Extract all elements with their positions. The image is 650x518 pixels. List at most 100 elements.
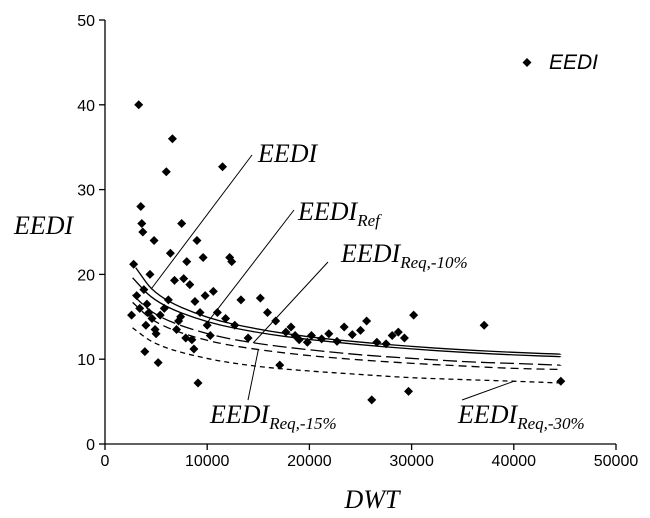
data-point <box>243 333 253 343</box>
annotation-leader-line <box>252 261 329 344</box>
data-point <box>147 313 157 323</box>
annotation-leader-line <box>206 209 295 324</box>
data-point <box>179 274 189 284</box>
data-point <box>144 308 154 318</box>
x-tick-label: 50000 <box>594 453 639 470</box>
curve-line <box>132 277 562 358</box>
annotation-leader-line <box>247 349 259 401</box>
data-point <box>145 269 155 279</box>
data-point <box>165 248 175 258</box>
data-point <box>286 322 296 332</box>
x-tick-label: 40000 <box>492 453 537 470</box>
data-point <box>339 322 349 332</box>
y-tick-label: 20 <box>77 267 95 284</box>
data-point <box>200 291 210 301</box>
data-point <box>136 202 146 212</box>
data-point <box>381 339 391 349</box>
curve-annotation-label: EEDI <box>257 139 319 168</box>
data-point <box>192 235 202 245</box>
data-point <box>127 310 137 320</box>
legend-label: EEDI <box>549 51 598 74</box>
data-point <box>149 235 159 245</box>
x-tick-label: 20000 <box>287 453 332 470</box>
data-point <box>139 285 149 295</box>
data-point <box>317 334 327 344</box>
data-point <box>347 330 357 340</box>
data-point <box>202 320 212 330</box>
annotation-leader-line <box>150 154 253 290</box>
data-point <box>262 308 272 318</box>
data-point <box>129 259 139 269</box>
data-point <box>372 337 382 347</box>
x-axis-ticks: 0 10000 20000 30000 40000 50000 <box>101 444 639 470</box>
legend-diamond-marker <box>522 58 532 67</box>
data-point <box>324 329 334 339</box>
y-axis-ticks: 0 10 20 30 40 50 <box>77 13 105 454</box>
data-point <box>306 330 316 340</box>
data-point <box>137 219 147 229</box>
data-point <box>151 329 161 339</box>
data-point <box>167 134 177 144</box>
data-point <box>409 310 419 320</box>
x-axis-title: DWT <box>344 485 401 514</box>
data-point <box>399 333 409 343</box>
data-point <box>163 295 173 305</box>
data-point <box>189 344 199 354</box>
data-point <box>356 325 365 335</box>
data-point <box>134 100 144 110</box>
data-point <box>195 308 205 318</box>
curve-line <box>132 294 562 366</box>
x-tick-label: 10000 <box>185 453 230 470</box>
annotation-leader-line <box>461 380 514 401</box>
data-point <box>236 295 246 305</box>
data-point <box>221 313 231 323</box>
data-point <box>387 330 397 340</box>
y-tick-label: 0 <box>86 437 95 454</box>
data-point <box>205 330 215 340</box>
data-point <box>155 310 165 320</box>
data-point <box>556 376 566 386</box>
data-point <box>132 291 142 301</box>
x-tick-label: 0 <box>101 453 110 470</box>
data-point <box>227 257 237 267</box>
data-point <box>367 395 377 405</box>
curve-annotation-label: EEDIReq,-15% <box>209 400 337 433</box>
data-point <box>198 252 208 262</box>
curve-line <box>132 327 562 384</box>
data-point <box>138 227 148 237</box>
y-tick-label: 30 <box>77 183 95 200</box>
curve-annotation-label: EEDIRef <box>297 197 382 230</box>
data-point <box>142 299 152 309</box>
axes <box>104 20 616 445</box>
data-point <box>271 316 281 326</box>
scatter-points <box>127 100 566 405</box>
data-point <box>169 275 179 285</box>
y-tick-label: 50 <box>77 13 95 30</box>
data-point <box>182 257 192 267</box>
x-tick-label: 30000 <box>389 453 434 470</box>
data-point <box>255 293 265 303</box>
curve-annotation-label: EEDIReq,-10% <box>340 239 468 272</box>
data-point <box>294 335 304 345</box>
data-point <box>479 320 489 330</box>
data-point <box>187 335 197 345</box>
data-point <box>153 358 163 368</box>
data-point <box>393 327 403 337</box>
data-point <box>362 316 372 326</box>
data-point <box>135 303 145 313</box>
data-point <box>302 337 312 347</box>
data-point <box>185 280 195 290</box>
data-point <box>161 167 171 177</box>
data-point <box>404 386 414 396</box>
data-point <box>177 219 187 229</box>
data-point <box>275 360 285 370</box>
curve-line <box>132 301 562 371</box>
data-point <box>193 378 203 388</box>
curve-annotations: EEDI EEDIRef EEDIReq,-10% EEDIReq,-15% EEDIR… <box>150 139 585 433</box>
data-point <box>281 327 291 337</box>
data-point <box>208 286 218 296</box>
data-point <box>218 162 228 172</box>
data-point <box>141 320 151 330</box>
legend: EEDI <box>522 51 598 74</box>
